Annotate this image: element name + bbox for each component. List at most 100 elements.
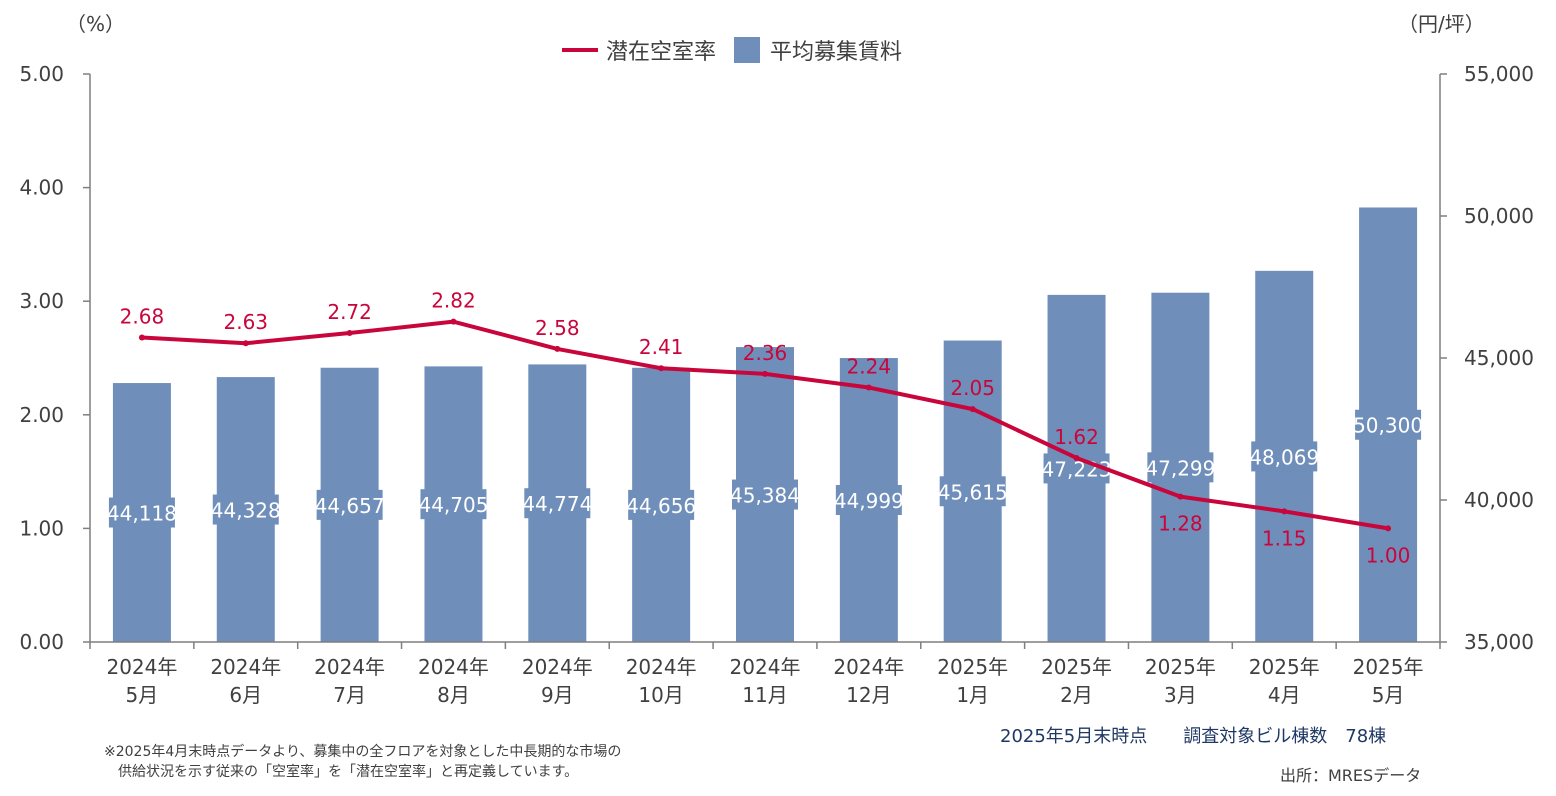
rent-value-label: 45,384 xyxy=(730,484,800,508)
vacancy-value-label: 2.68 xyxy=(120,305,165,329)
x-tick-label-month: 4月 xyxy=(1268,683,1301,707)
right-tick-label: 40,000 xyxy=(1464,488,1534,512)
rent-label-bg xyxy=(316,489,383,520)
rent-label-bg xyxy=(939,476,1006,507)
x-tick-label-month: 10月 xyxy=(638,683,683,707)
rent-value-label: 44,705 xyxy=(418,493,488,517)
vacancy-value-label: 1.15 xyxy=(1262,526,1307,550)
legend-line-swatch xyxy=(562,48,598,52)
vacancy-value-label: 2.41 xyxy=(639,335,684,359)
vacancy-value-label: 2.72 xyxy=(327,300,372,324)
vacancy-value-label: 2.24 xyxy=(847,355,892,379)
footnote-line-2: 供給状況を示す従来の「空室率」を「潜在空室率」と再定義しています。 xyxy=(104,764,579,780)
right-axis-unit: （円/坪） xyxy=(1398,12,1485,36)
footnote: ※2025年4月末時点データより、募集中の全フロアを対象とした中長期的な市場の … xyxy=(104,742,621,782)
x-tick-label-year: 2024年 xyxy=(626,655,697,679)
x-tick-label-year: 2025年 xyxy=(937,655,1008,679)
vacancy-point xyxy=(346,330,353,337)
as-of-note: 2025年5月末時点 調査対象ビル棟数 78棟 xyxy=(1000,726,1387,747)
right-tick-label: 35,000 xyxy=(1464,630,1534,654)
x-tick-label-month: 11月 xyxy=(742,683,787,707)
vacancy-value-label: 2.82 xyxy=(431,289,476,313)
rent-value-label: 44,774 xyxy=(522,492,592,516)
x-tick-label-month: 12月 xyxy=(846,683,891,707)
vacancy-point xyxy=(658,365,665,372)
rent-value-label: 47,223 xyxy=(1042,457,1112,481)
x-tick-label-year: 2024年 xyxy=(522,655,593,679)
vacancy-point xyxy=(969,406,976,413)
rent-value-label: 47,299 xyxy=(1145,456,1215,480)
vacancy-point xyxy=(865,384,872,391)
rent-value-label: 44,118 xyxy=(107,502,177,526)
rent-value-label: 44,999 xyxy=(834,489,904,513)
right-tick-label: 45,000 xyxy=(1464,346,1534,370)
x-tick-label-month: 6月 xyxy=(229,683,262,707)
vacancy-point xyxy=(1281,508,1288,515)
x-tick-label-month: 2月 xyxy=(1060,683,1093,707)
rent-value-label: 50,300 xyxy=(1353,414,1423,438)
rent-label-bg xyxy=(1355,409,1422,440)
vacancy-point xyxy=(1073,454,1080,461)
vacancy-value-label: 1.28 xyxy=(1158,512,1203,536)
left-tick-label: 2.00 xyxy=(19,403,64,427)
vacancy-point xyxy=(138,334,145,341)
x-tick-label-month: 8月 xyxy=(437,683,470,707)
x-tick-label-year: 2024年 xyxy=(730,655,801,679)
vacancy-value-label: 2.05 xyxy=(950,376,995,400)
vacancy-point xyxy=(450,318,457,325)
x-tick-label-year: 2024年 xyxy=(833,655,904,679)
x-tick-label-year: 2025年 xyxy=(1041,655,1112,679)
legend-item-line: 潜在空室率 xyxy=(562,34,716,66)
left-axis-unit: （%） xyxy=(66,12,126,36)
left-tick-label: 4.00 xyxy=(19,176,64,200)
left-tick-label: 5.00 xyxy=(19,62,64,86)
right-tick-label: 55,000 xyxy=(1464,62,1534,86)
x-tick-label-year: 2025年 xyxy=(1353,655,1424,679)
x-tick-label-year: 2025年 xyxy=(1145,655,1216,679)
left-tick-label: 1.00 xyxy=(19,516,64,540)
rent-label-bg xyxy=(835,485,902,516)
left-tick-label: 0.00 xyxy=(19,630,64,654)
x-tick-label-year: 2024年 xyxy=(418,655,489,679)
vacancy-value-label: 1.00 xyxy=(1366,543,1411,567)
x-tick-label-year: 2024年 xyxy=(210,655,281,679)
rent-label-bg xyxy=(1147,452,1214,483)
rent-label-bg xyxy=(420,489,487,520)
legend: 潜在空室率 平均募集賃料 xyxy=(562,34,920,66)
rent-value-label: 45,615 xyxy=(938,480,1008,504)
x-tick-label-month: 1月 xyxy=(956,683,989,707)
vacancy-point xyxy=(242,340,249,347)
source-note: 出所：MRESデータ xyxy=(1280,766,1422,785)
x-tick-label-month: 3月 xyxy=(1164,683,1197,707)
rent-label-bg xyxy=(1251,441,1318,472)
x-tick-label-year: 2024年 xyxy=(314,655,385,679)
vacancy-point xyxy=(554,345,561,352)
rent-label-bg xyxy=(524,488,591,519)
left-tick-label: 3.00 xyxy=(19,289,64,313)
rent-value-label: 44,657 xyxy=(315,494,385,518)
x-tick-label-year: 2024年 xyxy=(106,655,177,679)
vacancy-point xyxy=(1177,493,1184,500)
legend-label-vacancy: 潜在空室率 xyxy=(606,40,717,65)
rent-label-bg xyxy=(212,494,279,525)
legend-item-bar: 平均募集賃料 xyxy=(734,34,902,66)
vacancy-point xyxy=(1385,525,1392,532)
rent-value-label: 44,656 xyxy=(626,494,696,518)
rent-label-bg xyxy=(108,497,175,528)
x-tick-label-month: 9月 xyxy=(541,683,574,707)
x-tick-label-month: 5月 xyxy=(1372,683,1405,707)
vacancy-value-label: 1.62 xyxy=(1054,425,1099,449)
footnote-line-1: ※2025年4月末時点データより、募集中の全フロアを対象とした中長期的な市場の xyxy=(104,744,622,760)
x-tick-label-year: 2025年 xyxy=(1249,655,1320,679)
vacancy-value-label: 2.36 xyxy=(743,341,788,365)
x-tick-label-month: 5月 xyxy=(126,683,159,707)
x-tick-label-month: 7月 xyxy=(333,683,366,707)
vacancy-value-label: 2.63 xyxy=(224,310,269,334)
rent-value-label: 44,328 xyxy=(211,499,281,523)
legend-label-rent: 平均募集賃料 xyxy=(770,40,903,65)
rent-label-bg xyxy=(628,489,695,520)
rent-value-label: 48,069 xyxy=(1249,445,1319,469)
vacancy-point xyxy=(762,370,768,377)
